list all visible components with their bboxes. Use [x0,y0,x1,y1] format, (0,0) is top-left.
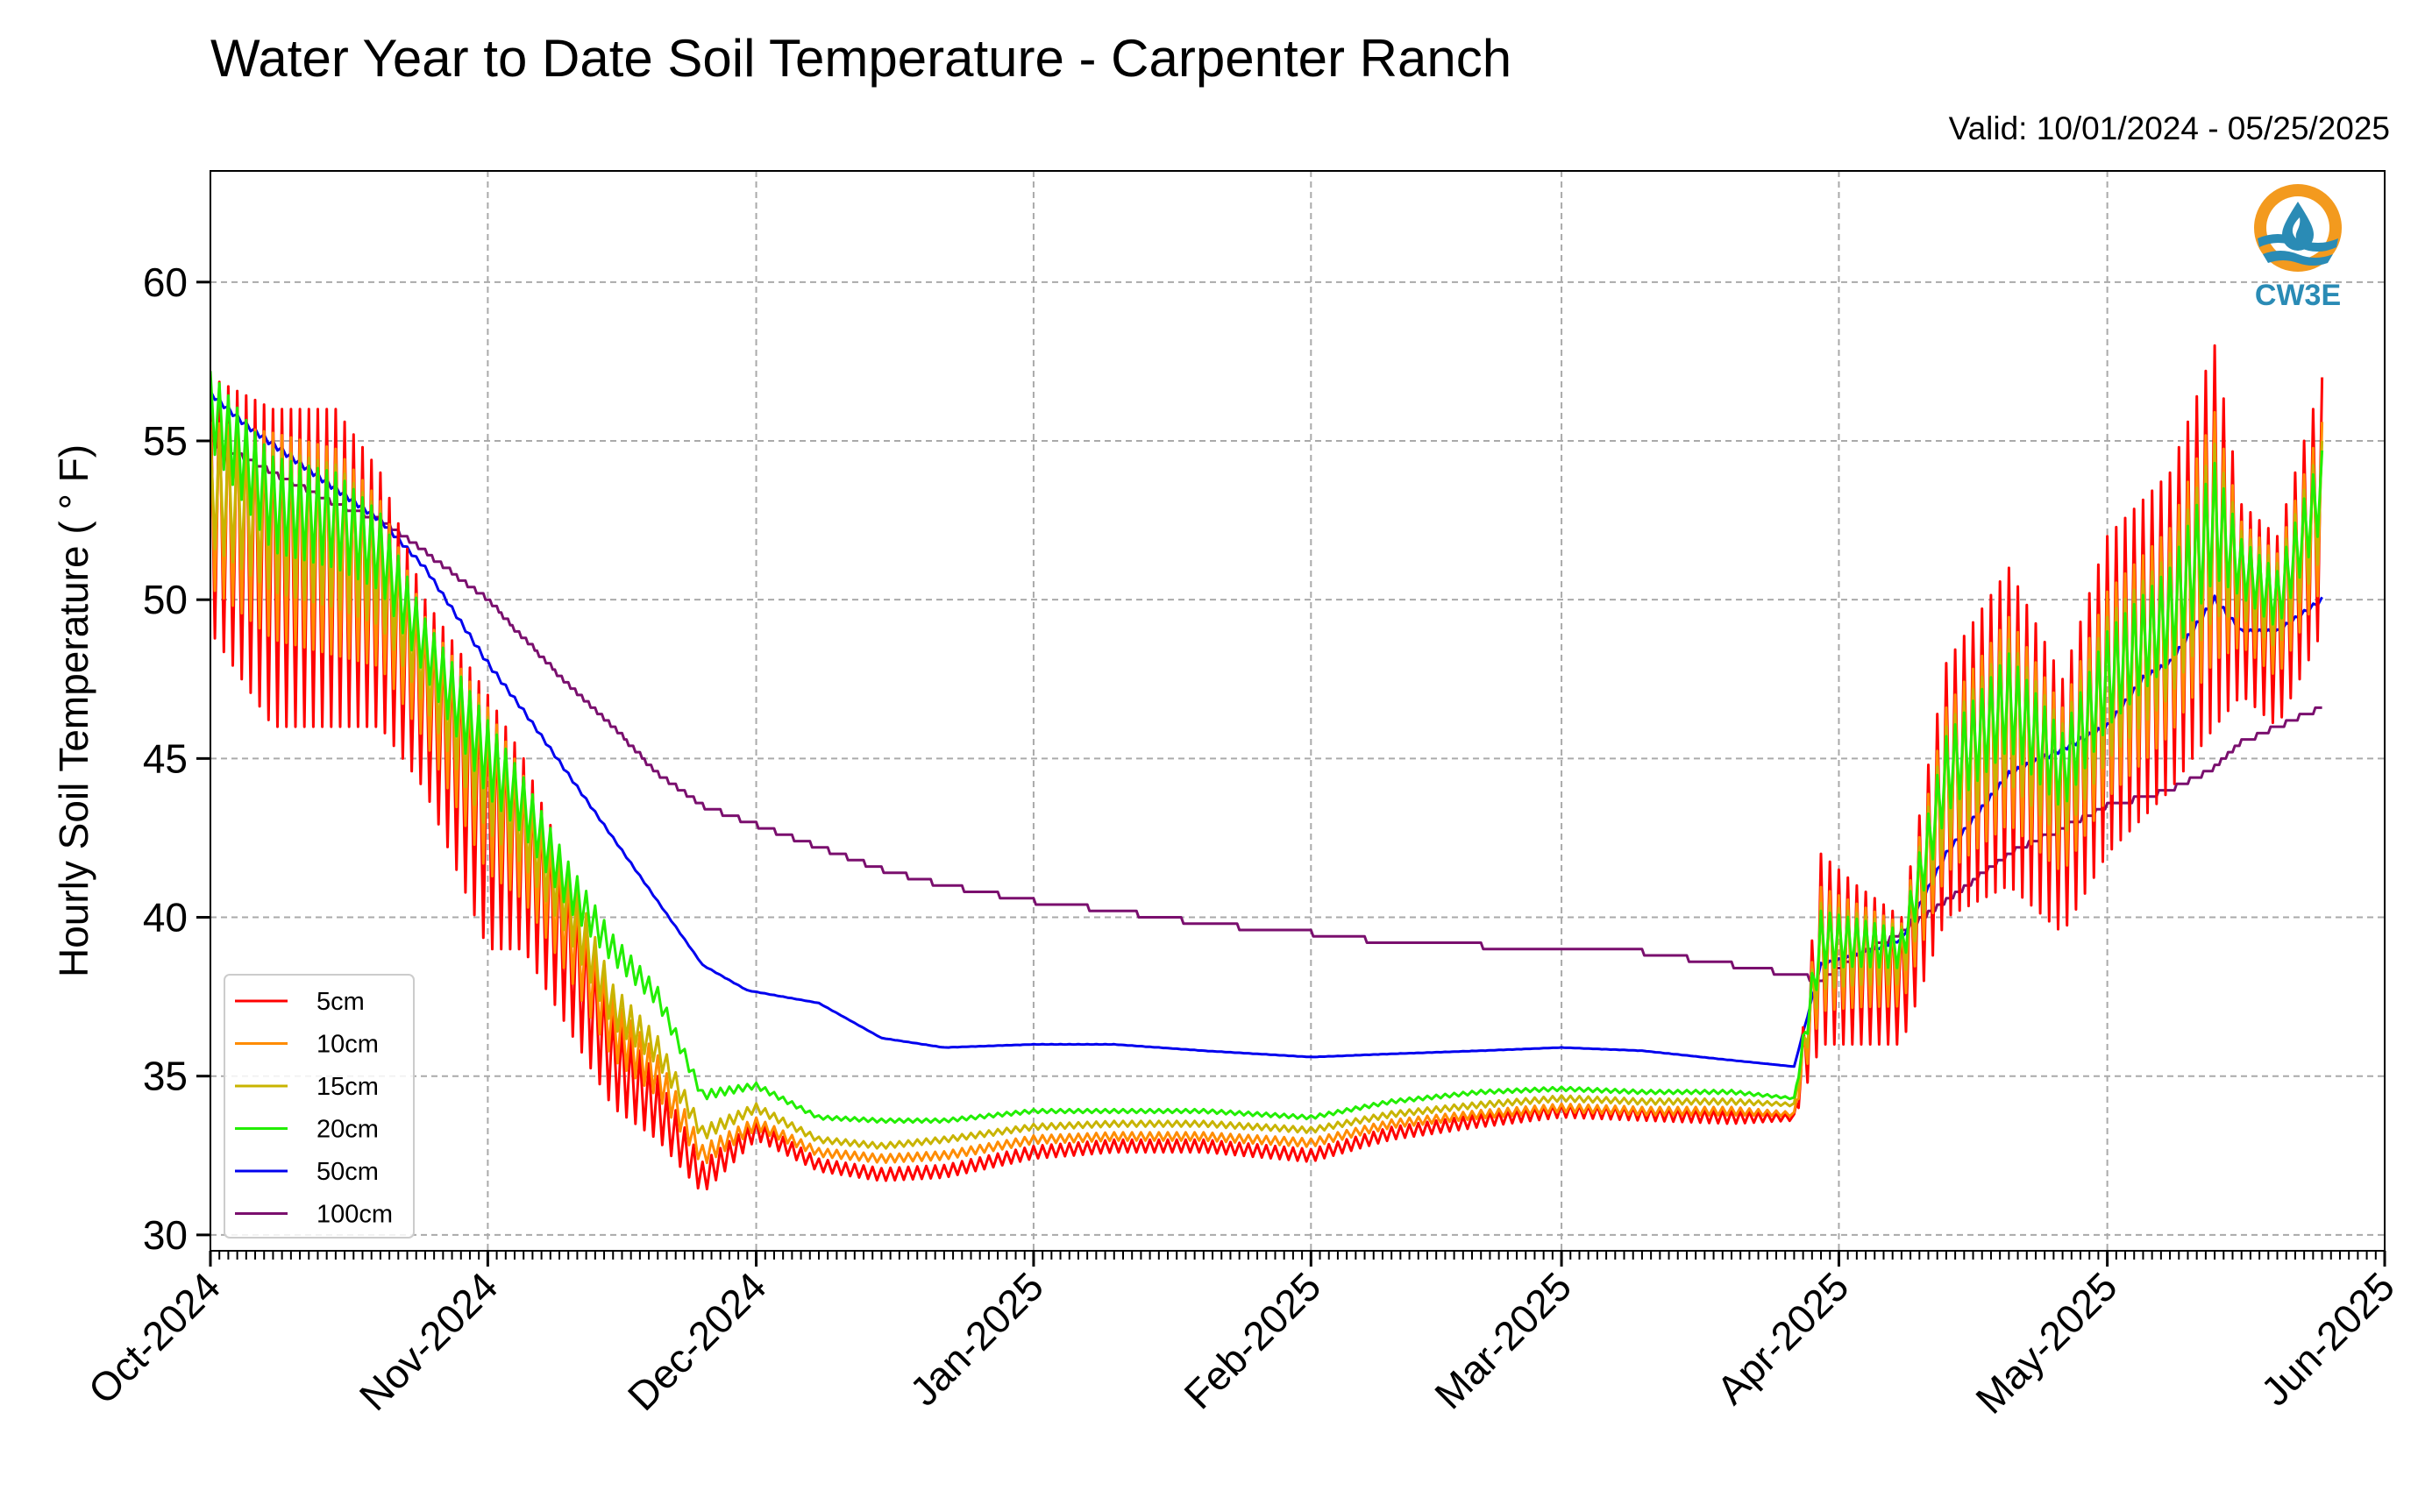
legend-label: 5cm [316,988,365,1016]
x-tick-label: Dec-2024 [619,1263,775,1419]
y-tick-label: 30 [143,1212,188,1258]
y-tick-label: 40 [143,895,188,941]
series-line-10cm [210,410,2324,1165]
chart-title: Water Year to Date Soil Temperature - Ca… [210,29,1512,88]
legend-label: 15cm [316,1073,379,1101]
axes: Oct-2024 Nov-2024 Dec-2024 Jan-2025 Feb-2025… [80,259,2404,1423]
chart-subtitle: Valid: 10/01/2024 - 05/25/2025 [1948,110,2390,146]
x-tick-label: Jan-2025 [901,1263,1052,1414]
series-line-20cm [210,371,2324,1125]
y-tick-label: 35 [143,1054,188,1099]
x-tick-label: Feb-2025 [1175,1263,1329,1417]
y-axis-label: Hourly Soil Temperature ( ° F) [51,444,96,977]
x-tick-label: May-2025 [1966,1263,2125,1422]
logo-text: CW3E [2255,279,2341,312]
y-tick-label: 60 [143,259,188,305]
x-tick-label: Jun-2025 [2252,1263,2403,1414]
x-tick-label: Mar-2025 [1426,1263,1580,1417]
x-tick-label: Apr-2025 [1708,1263,1858,1413]
x-tick-label: Oct-2024 [80,1263,230,1413]
x-tick-label: Nov-2024 [351,1263,507,1419]
legend-label: 50cm [316,1158,379,1186]
legend-label: 100cm [316,1201,393,1229]
legend: 5cm 10cm 15cm 20cm 50cm 100cm [224,974,415,1239]
grid-lines [210,171,2385,1251]
legend-label: 10cm [316,1031,379,1059]
cw3e-logo: CW3E [2254,184,2342,312]
y-tick-label: 55 [143,418,188,464]
minor-ticks [210,1251,2386,1260]
legend-label: 20cm [316,1116,379,1144]
series-lines [210,344,2324,1191]
logo-drop-flame [2292,217,2301,238]
y-tick-label: 45 [143,735,188,781]
logo-wave-2 [2263,251,2333,266]
plot-frame [210,170,2386,1252]
y-tick-label: 50 [143,577,188,622]
